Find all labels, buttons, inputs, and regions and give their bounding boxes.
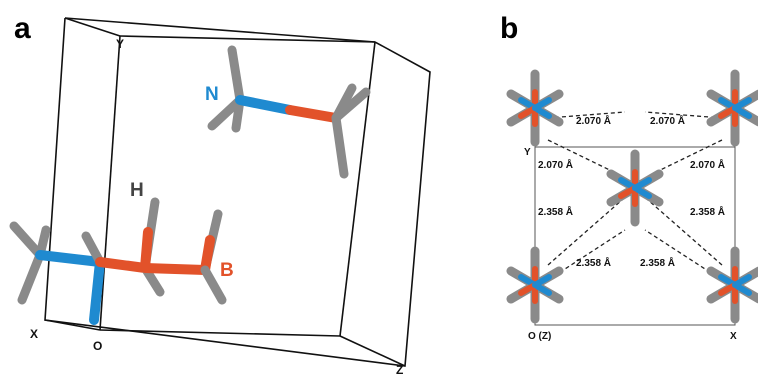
distance-label: 2.358 Å: [690, 205, 725, 218]
panel-label: a: [14, 12, 31, 45]
panel-label: b: [500, 12, 518, 45]
distance-label: 2.358 Å: [538, 205, 573, 218]
axis-label: X: [730, 331, 737, 342]
figure: a Y X O Z N H B: [0, 0, 758, 374]
atom-label: H: [130, 180, 144, 201]
molecule: [711, 251, 758, 319]
axis-label: O: [93, 339, 102, 353]
axis-label: Y: [524, 147, 531, 158]
molecule-top: [212, 50, 366, 174]
molecule: [511, 74, 559, 142]
atom-label: B: [220, 260, 234, 281]
axis-label: Z: [396, 363, 403, 374]
distance-label: 2.070 Å: [690, 158, 725, 171]
atom-label: N: [205, 84, 219, 105]
axis-label: X: [30, 327, 38, 341]
distance-label: 2.070 Å: [650, 114, 685, 127]
axis-label: Y: [116, 37, 124, 51]
distance-label: 2.358 Å: [576, 256, 611, 269]
distance-label: 2.070 Å: [576, 114, 611, 127]
distance-label: 2.070 Å: [538, 158, 573, 171]
molecule: [511, 251, 559, 319]
distance-label: 2.358 Å: [640, 256, 675, 269]
molecule-bottom: [14, 202, 222, 320]
molecule: [711, 74, 758, 142]
axis-label: O (Z): [528, 331, 551, 342]
molecule: [611, 154, 659, 222]
